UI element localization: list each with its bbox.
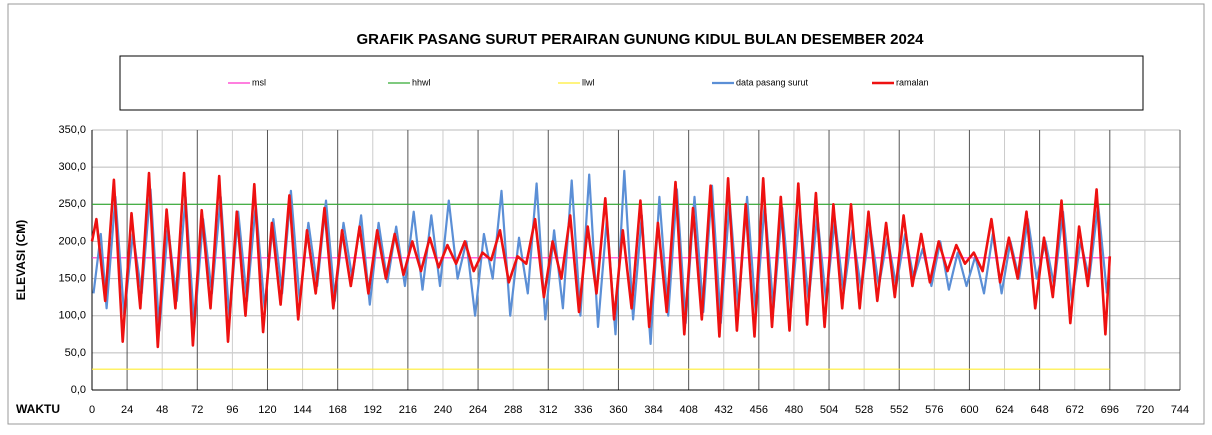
x-axis-label: WAKTU: [16, 402, 60, 416]
x-tick-label: 384: [644, 404, 662, 416]
x-tick-label: 480: [785, 404, 803, 416]
x-tick-label: 192: [364, 404, 382, 416]
x-tick-label: 312: [539, 404, 557, 416]
y-tick-label: 350,0: [58, 124, 86, 136]
x-tick-label: 696: [1101, 404, 1119, 416]
x-tick-label: 264: [469, 404, 487, 416]
x-tick-label: 576: [925, 404, 943, 416]
x-tick-label: 456: [750, 404, 768, 416]
x-tick-label: 240: [434, 404, 452, 416]
x-tick-label: 624: [995, 404, 1013, 416]
x-tick-label: 120: [258, 404, 276, 416]
x-tick-label: 408: [679, 404, 697, 416]
y-tick-label: 250,0: [58, 198, 86, 210]
x-tick-label: 552: [890, 404, 908, 416]
legend-box: [119, 55, 1144, 111]
legend-label: hhwl: [412, 77, 431, 87]
x-tick-label: 672: [1066, 404, 1084, 416]
x-tick-label: 336: [574, 404, 592, 416]
chart-title: GRAFIK PASANG SURUT PERAIRAN GUNUNG KIDU…: [357, 31, 925, 48]
legend-label: data pasang surut: [736, 77, 809, 87]
x-tick-label: 504: [820, 404, 838, 416]
x-tick-label: 744: [1171, 404, 1189, 416]
x-tick-label: 600: [960, 404, 978, 416]
y-tick-label: 300,0: [58, 161, 86, 173]
x-tick-label: 48: [156, 404, 168, 416]
x-tick-label: 0: [89, 404, 95, 416]
series-line: [90, 171, 1112, 349]
y-tick-label: 200,0: [58, 235, 86, 247]
x-tick-label: 432: [715, 404, 733, 416]
x-tick-label: 528: [855, 404, 873, 416]
y-tick-label: 0,0: [71, 384, 86, 396]
x-tick-label: 144: [293, 404, 311, 416]
x-tick-label: 648: [1030, 404, 1048, 416]
x-tick-label: 168: [328, 404, 346, 416]
x-tick-label: 288: [504, 404, 522, 416]
x-tick-label: 72: [191, 404, 203, 416]
y-tick-label: 100,0: [58, 310, 86, 322]
x-tick-label: 360: [609, 404, 627, 416]
x-tick-label: 24: [121, 404, 133, 416]
legend-label: msl: [252, 77, 266, 87]
legend-label: ramalan: [896, 77, 929, 87]
x-tick-label: 216: [399, 404, 417, 416]
y-tick-label: 150,0: [58, 272, 86, 284]
x-tick-label: 720: [1136, 404, 1154, 416]
x-tick-label: 96: [226, 404, 238, 416]
y-axis-label: ELEVASI (CM): [14, 220, 28, 300]
y-tick-label: 50,0: [65, 347, 86, 359]
legend-label: llwl: [582, 77, 595, 87]
